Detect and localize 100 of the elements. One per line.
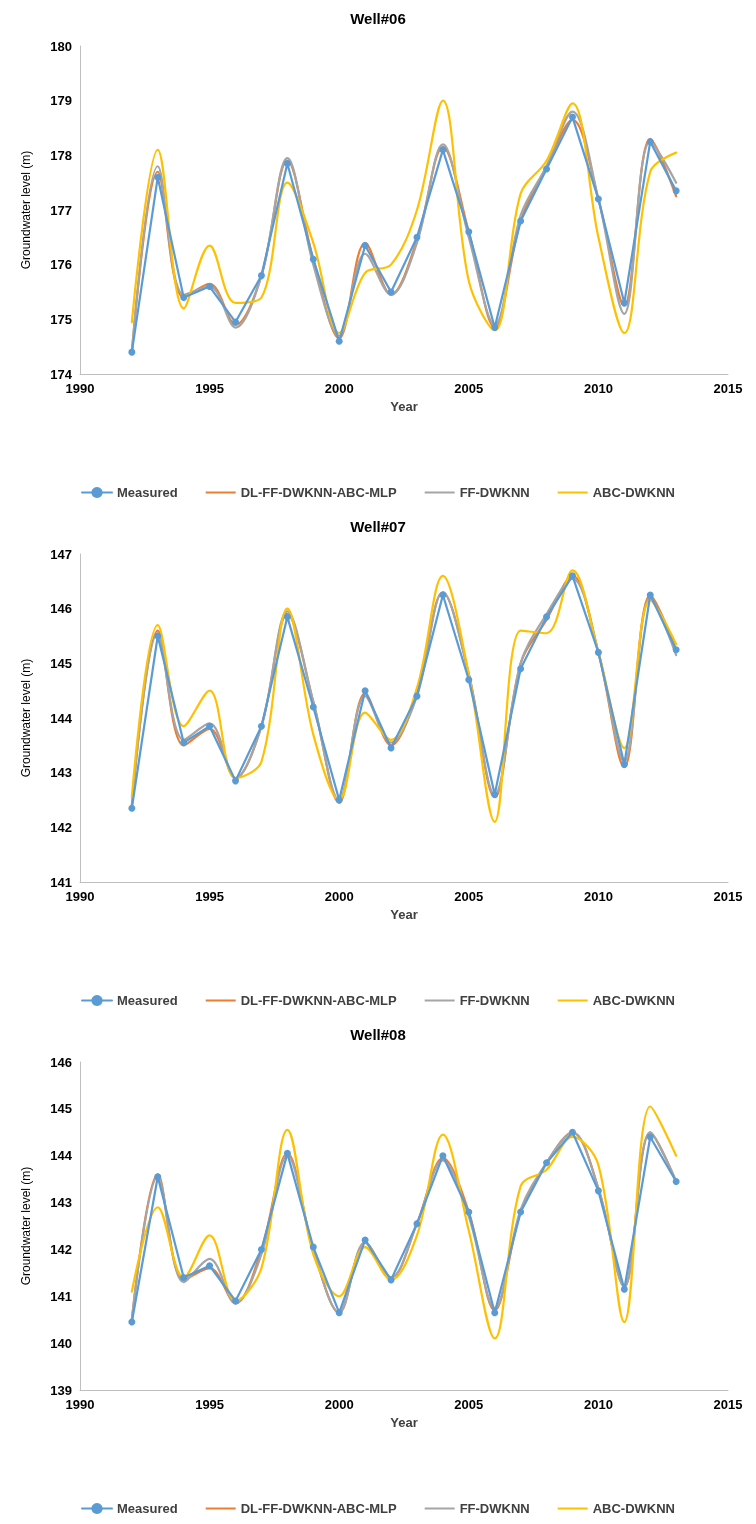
y-tick-label: 175 [50,311,72,327]
y-tick-label: 143 [50,765,72,781]
point [413,233,421,241]
x-tick-label: 1995 [195,381,225,396]
point [594,648,602,656]
y-axis-title: Groundwater level (m) [19,1166,33,1286]
legend-label: Measured [117,1501,178,1516]
y-tick-label: 141 [50,874,72,890]
y-axis-title: Groundwater level (m) [19,658,33,778]
y-tick-label: 140 [50,1335,72,1351]
point [257,272,265,280]
point [439,146,447,154]
y-tick-label: 176 [50,257,72,273]
legend-label: DL-FF-DWKNN-ABC-MLP [240,485,397,500]
x-tick-label: 1995 [195,889,225,904]
point [491,791,499,799]
legend-label: FF-DWKNN [459,1501,530,1516]
point [283,1149,291,1157]
y-tick-label: 145 [50,655,72,671]
x-axis-title: Year [390,399,418,414]
point [517,217,525,225]
point [594,1187,602,1195]
point [568,1128,576,1136]
point [309,255,317,263]
x-tick-label: 1990 [65,381,95,396]
point [543,1159,551,1167]
point [646,1133,654,1141]
y-tick-label: 177 [50,202,72,218]
x-tick-label: 1990 [65,889,95,904]
x-tick-label: 1995 [195,1397,225,1412]
line-series [130,1105,678,1340]
x-tick-label: 1990 [65,1397,95,1412]
x-tick-label: 2015 [713,889,743,904]
point [620,760,628,768]
point [672,187,680,195]
point [232,777,240,785]
x-tick-label: 2010 [583,1397,613,1412]
point [517,1208,525,1216]
point [180,1274,188,1282]
point [594,195,602,203]
legend-label: Measured [117,993,178,1008]
point [309,1243,317,1251]
point [491,324,499,332]
point [465,1208,473,1216]
point [465,228,473,236]
point [232,318,240,326]
legend-label: ABC-DWKNN [592,993,676,1008]
legend-label: ABC-DWKNN [592,1501,676,1516]
point [283,613,291,621]
point [672,1177,680,1185]
y-tick-label: 142 [50,819,72,835]
point [257,1245,265,1253]
legend-label: DL-FF-DWKNN-ABC-MLP [240,993,397,1008]
x-tick-label: 2015 [713,1397,743,1412]
x-tick-label: 2000 [324,381,354,396]
x-tick-label: 2005 [454,889,484,904]
y-tick-label: 143 [50,1195,72,1211]
x-axis-title: Year [390,1415,418,1430]
x-tick-label: 2010 [583,381,613,396]
point [283,160,291,168]
y-tick-label: 147 [50,546,72,562]
chart-title: Well#08 [350,1026,406,1043]
y-tick-label: 146 [50,1054,72,1070]
point [128,804,136,812]
point [206,722,214,730]
point [180,739,188,747]
point [646,138,654,146]
chart-title: Well#07 [350,518,406,535]
x-tick-label: 2005 [454,1397,484,1412]
point [361,687,369,695]
point [361,242,369,250]
y-tick-label: 144 [50,1148,73,1164]
point [180,293,188,301]
legend-label: Measured [117,485,178,500]
point [646,591,654,599]
point [257,722,265,730]
y-tick-label: 174 [50,366,73,382]
y-tick-label: 146 [50,601,72,617]
x-tick-label: 2000 [324,1397,354,1412]
legend-label: FF-DWKNN [459,485,530,500]
legend-label: ABC-DWKNN [592,485,676,500]
point [517,665,525,673]
y-tick-label: 145 [50,1101,72,1117]
point [568,113,576,121]
point [128,348,136,356]
y-tick-label: 179 [50,93,72,109]
y-tick-label: 178 [50,147,72,163]
point [232,1297,240,1305]
chart-title: Well#06 [350,10,406,27]
y-tick-label: 139 [50,1382,72,1398]
legend-label: DL-FF-DWKNN-ABC-MLP [240,1501,397,1516]
point [413,1220,421,1228]
point [543,613,551,621]
point [335,337,343,345]
legend-label: FF-DWKNN [459,993,530,1008]
point [439,1152,447,1160]
point [568,572,576,580]
point [154,173,162,181]
y-tick-label: 144 [50,710,73,726]
point [465,676,473,684]
